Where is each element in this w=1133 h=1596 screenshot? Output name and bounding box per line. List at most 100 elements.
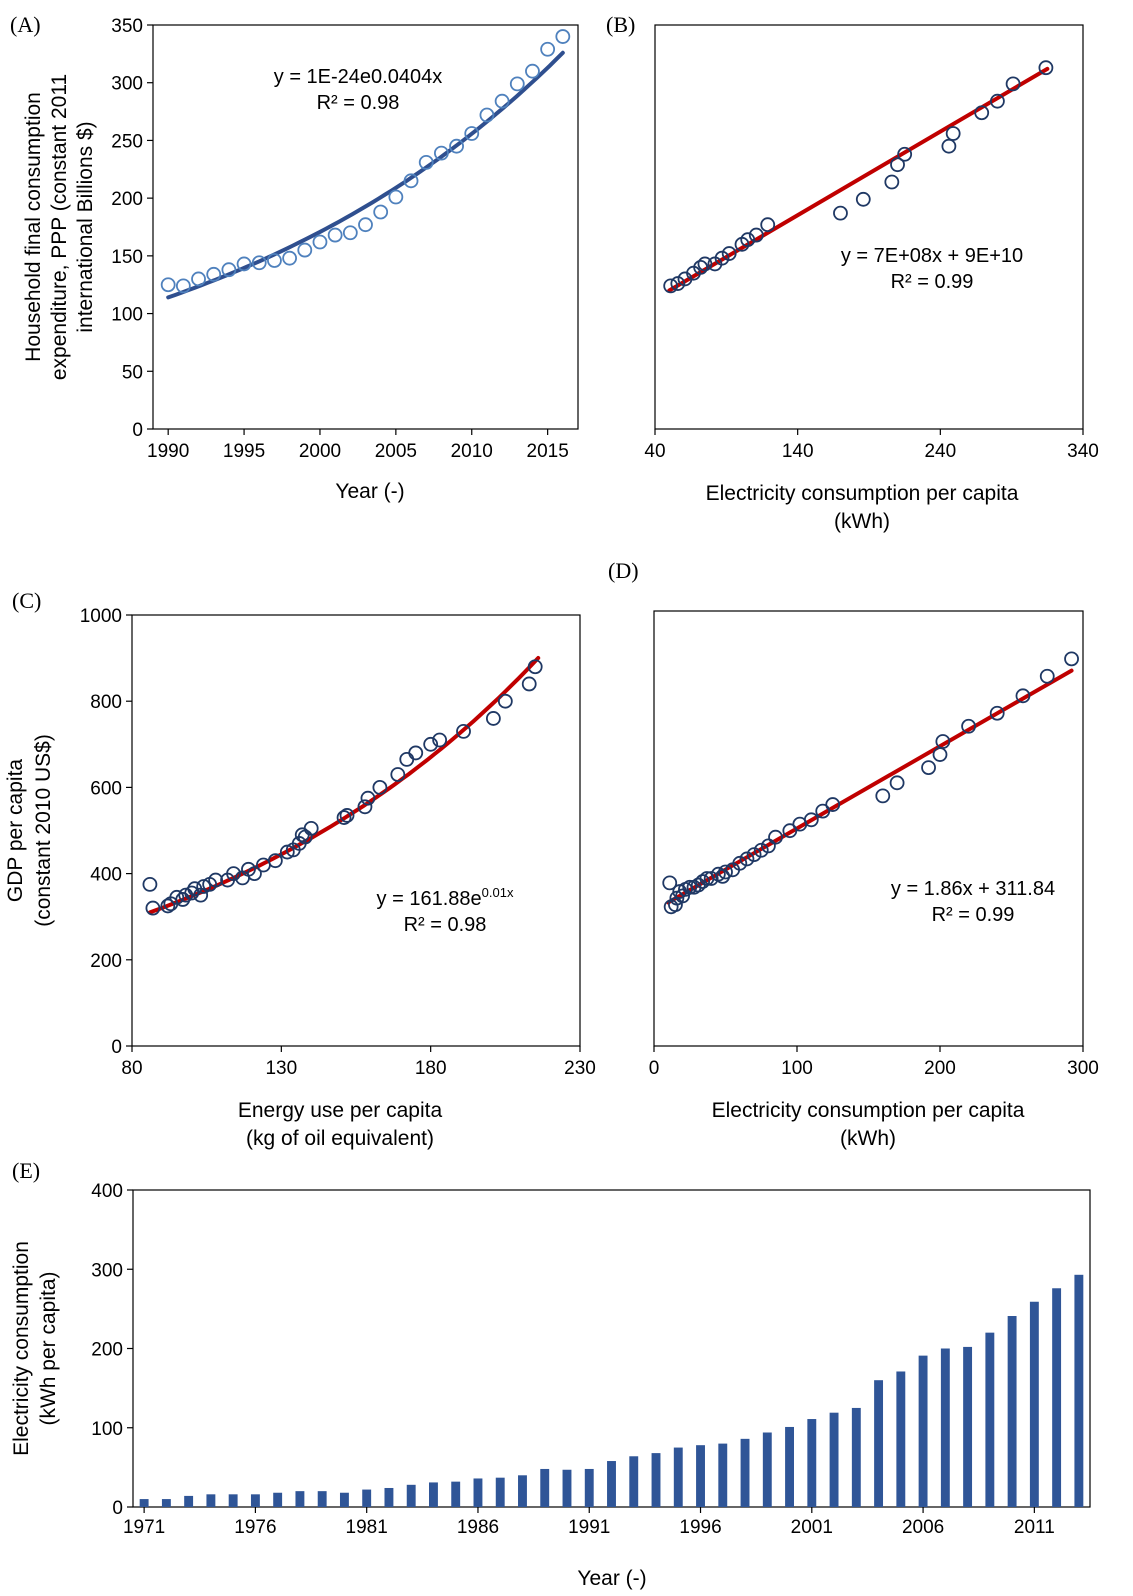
x-tick-label: 0 bbox=[649, 1058, 660, 1079]
data-point bbox=[815, 803, 831, 819]
data-point bbox=[721, 246, 737, 261]
bar bbox=[1074, 1274, 1084, 1507]
x-tick-label: 100 bbox=[781, 1058, 813, 1079]
r-squared: R² = 0.99 bbox=[891, 271, 974, 293]
data-point bbox=[935, 734, 951, 749]
plot-area bbox=[131, 614, 581, 1047]
trend-equation: y = 7E+08x + 9E+10 bbox=[841, 245, 1023, 267]
y-tick-label: 400 bbox=[91, 1181, 123, 1202]
data-point bbox=[403, 173, 419, 189]
bar bbox=[673, 1447, 683, 1507]
data-point bbox=[682, 879, 698, 895]
bar bbox=[518, 1475, 527, 1507]
data-point bbox=[336, 810, 352, 825]
data-point bbox=[703, 871, 719, 886]
data-point bbox=[961, 718, 976, 734]
y-tick-label: 0 bbox=[112, 1498, 123, 1519]
x-tick-label: 1971 bbox=[123, 1517, 165, 1538]
data-point bbox=[768, 829, 783, 845]
x-tick-label: 2005 bbox=[375, 441, 417, 462]
data-point bbox=[193, 887, 209, 903]
x-tick-label: 1986 bbox=[457, 1517, 499, 1538]
data-point bbox=[693, 259, 709, 275]
data-point bbox=[697, 256, 713, 272]
data-point bbox=[718, 864, 733, 880]
bar bbox=[963, 1346, 973, 1507]
data-point bbox=[855, 191, 871, 207]
y-tick-label: 100 bbox=[111, 305, 143, 326]
x-tick-label: 2010 bbox=[451, 441, 493, 462]
panel-a: (A) 1990 1995 2000 2005 2010 2015 0 50 100 150 200 2… bbox=[10, 12, 579, 503]
x-axis-title: (kWh) bbox=[840, 1127, 896, 1150]
data-point bbox=[145, 900, 161, 916]
bar bbox=[139, 1499, 149, 1507]
data-point bbox=[1005, 76, 1021, 92]
x-tick-label: 140 bbox=[782, 441, 814, 462]
bar bbox=[851, 1407, 861, 1507]
y-tick-label: 350 bbox=[111, 16, 143, 37]
data-point bbox=[236, 256, 252, 272]
data-point bbox=[782, 823, 798, 839]
y-axis-title: expenditure, PPP (constant 2011 bbox=[48, 74, 71, 380]
bar bbox=[584, 1468, 594, 1507]
x-tick-label: 2001 bbox=[791, 1517, 833, 1538]
trend-equation: y = 161.88e0.01x bbox=[377, 885, 514, 910]
data-point bbox=[297, 242, 313, 258]
data-point bbox=[267, 253, 282, 268]
data-point bbox=[485, 711, 501, 726]
x-tick-label: 1990 bbox=[147, 441, 189, 462]
data-point bbox=[974, 105, 990, 121]
data-point bbox=[494, 93, 510, 109]
r-squared: R² = 0.99 bbox=[932, 904, 1015, 926]
x-tick-label: 300 bbox=[1067, 1058, 1099, 1079]
bar bbox=[807, 1419, 817, 1507]
data-point bbox=[251, 255, 267, 271]
data-point bbox=[497, 693, 513, 709]
data-point bbox=[1064, 651, 1079, 667]
y-axis-title: Household final consumption bbox=[22, 92, 45, 362]
data-point bbox=[373, 204, 389, 220]
data-point bbox=[932, 747, 948, 762]
y-tick-label: 800 bbox=[90, 692, 122, 713]
data-point bbox=[267, 853, 283, 869]
data-point bbox=[1039, 668, 1055, 684]
y-tick-label: 50 bbox=[122, 362, 143, 383]
data-point bbox=[479, 107, 495, 123]
data-point bbox=[327, 227, 343, 243]
x-axis-title: Electricity consumption per capita bbox=[706, 482, 1019, 505]
x-tick-label: 2006 bbox=[902, 1517, 944, 1538]
data-point bbox=[432, 732, 448, 748]
data-point bbox=[746, 847, 762, 862]
data-point bbox=[160, 277, 176, 293]
data-point bbox=[748, 227, 764, 243]
y-axis-title: GDP per capita bbox=[4, 759, 27, 903]
x-tick-label: 230 bbox=[564, 1058, 596, 1079]
data-point bbox=[663, 278, 679, 294]
x-tick-label: 2000 bbox=[299, 441, 341, 462]
data-point bbox=[945, 126, 961, 141]
trend-line bbox=[666, 668, 1074, 905]
bar bbox=[362, 1489, 372, 1507]
data-point bbox=[525, 63, 540, 79]
data-point bbox=[399, 751, 415, 767]
x-axis-title: Energy use per capita bbox=[238, 1099, 443, 1122]
panel-e: (E) 0 100 200 300 400 1971 1976 1981 1986 1991 1996… bbox=[10, 1158, 1091, 1590]
x-tick-label: 2015 bbox=[527, 441, 569, 462]
data-point bbox=[160, 898, 176, 914]
panel-label: (B) bbox=[606, 12, 635, 37]
data-point bbox=[890, 157, 905, 173]
data-point bbox=[875, 788, 891, 804]
bar bbox=[406, 1484, 416, 1507]
bar bbox=[785, 1426, 794, 1507]
y-tick-label: 400 bbox=[90, 865, 122, 886]
x-axis-title: Electricity consumption per capita bbox=[712, 1099, 1025, 1122]
data-point bbox=[390, 767, 406, 782]
bar bbox=[829, 1412, 839, 1507]
panel-c: (C) 80 130 180 230 0 200 400 600 800 1000 y = 161.8… bbox=[4, 588, 596, 1150]
y-tick-label: 150 bbox=[111, 247, 143, 268]
data-point bbox=[760, 217, 776, 233]
y-tick-label: 0 bbox=[132, 420, 143, 441]
bar bbox=[651, 1453, 661, 1507]
bar bbox=[495, 1477, 505, 1507]
data-point bbox=[456, 723, 471, 739]
